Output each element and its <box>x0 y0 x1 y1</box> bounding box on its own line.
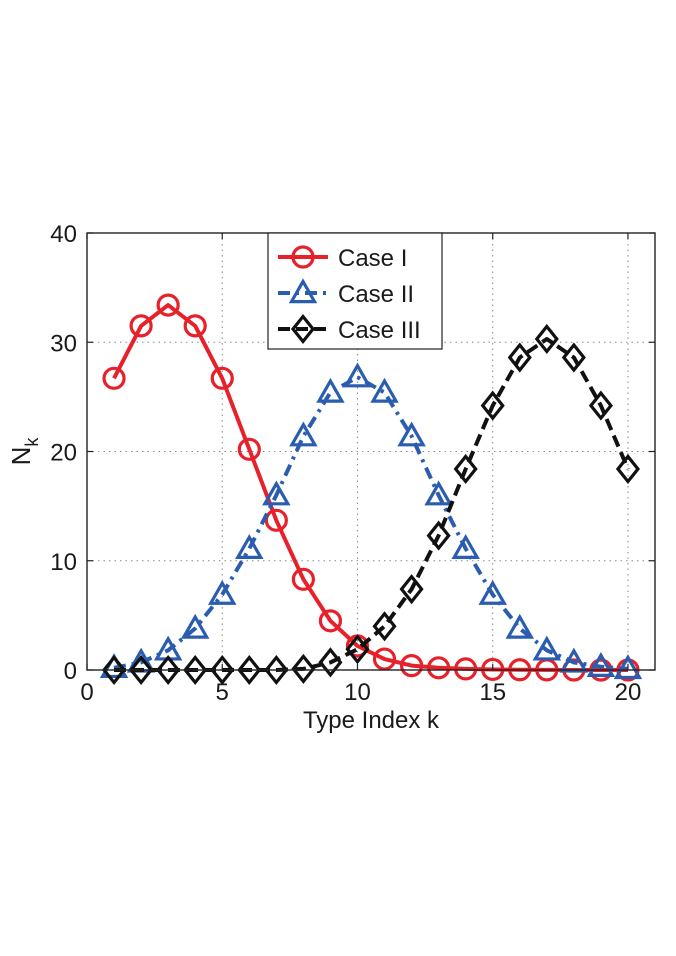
data-point <box>291 653 316 684</box>
data-point <box>129 654 154 686</box>
data-point <box>237 654 262 686</box>
data-point <box>507 342 532 373</box>
data-point <box>454 657 478 681</box>
data-point <box>316 377 345 403</box>
legend: Case I Case II Case III <box>267 232 443 350</box>
data-point <box>372 611 397 642</box>
y-axis-label: Nk <box>6 437 42 466</box>
data-point <box>183 654 208 686</box>
data-point <box>156 293 180 317</box>
data-point <box>129 314 153 338</box>
data-point <box>101 654 127 686</box>
legend-label: Case III <box>338 317 421 344</box>
data-point <box>561 342 586 373</box>
data-point <box>505 613 535 639</box>
legend-entry: Case III <box>278 313 421 345</box>
ticks: 0 5 10 15 20 0 10 20 30 40 <box>50 221 655 706</box>
data-point <box>426 520 451 551</box>
legend-entry: Case II <box>278 278 414 308</box>
data-point <box>343 362 372 388</box>
data-point <box>237 437 261 461</box>
data-point <box>424 480 453 506</box>
data-point <box>372 647 397 671</box>
data-point <box>291 567 315 591</box>
data-point <box>586 651 616 677</box>
series-3 <box>101 323 641 686</box>
y-axis-label-subscript: k <box>22 437 42 447</box>
x-axis-label: Type Index k <box>303 707 440 734</box>
data-point <box>427 656 451 680</box>
legend-label: Case I <box>338 245 407 272</box>
data-point <box>180 613 210 639</box>
x-tick-label: 5 <box>216 679 229 706</box>
data-point <box>318 609 343 633</box>
data-point <box>345 634 370 665</box>
y-axis-label-main: N <box>6 447 36 466</box>
data-point <box>264 508 288 532</box>
data-point <box>207 579 237 605</box>
data-point <box>102 366 126 390</box>
data-point <box>559 647 589 673</box>
data-point <box>210 366 234 390</box>
data-point <box>451 534 480 559</box>
y-tick-label: 20 <box>50 440 77 467</box>
data-point <box>453 453 478 485</box>
data-point <box>613 654 643 680</box>
x-tick-label: 10 <box>344 679 371 706</box>
data-point <box>615 453 641 485</box>
x-tick-label: 0 <box>80 679 93 706</box>
data-point <box>289 421 318 447</box>
data-point <box>478 579 507 605</box>
y-tick-label: 0 <box>64 658 77 685</box>
x-tick-label: 15 <box>479 679 506 706</box>
y-tick-label: 30 <box>50 330 77 357</box>
legend-marker <box>290 313 316 345</box>
data-point <box>588 390 613 421</box>
legend-marker <box>288 278 318 304</box>
legend-label: Case II <box>338 281 414 308</box>
data-point <box>156 654 181 686</box>
data-point <box>262 480 291 506</box>
svg-text:Nk: Nk <box>6 437 42 466</box>
data-point <box>532 635 562 661</box>
data-point <box>397 421 426 447</box>
y-tick-label: 10 <box>50 549 77 576</box>
data-point <box>318 647 343 678</box>
legend-marker <box>291 245 315 269</box>
y-tick-label: 40 <box>50 221 77 248</box>
data-point <box>235 534 264 559</box>
x-tick-label: 20 <box>615 679 642 706</box>
data-point <box>399 654 424 678</box>
series-2 <box>99 362 643 680</box>
data-point <box>183 314 207 338</box>
legend-entry: Case I <box>278 245 407 272</box>
data-point <box>534 323 559 355</box>
data-point <box>264 654 289 686</box>
data-point <box>480 390 505 421</box>
data-point <box>370 377 399 403</box>
data-point <box>399 574 424 605</box>
data-point <box>210 654 235 686</box>
